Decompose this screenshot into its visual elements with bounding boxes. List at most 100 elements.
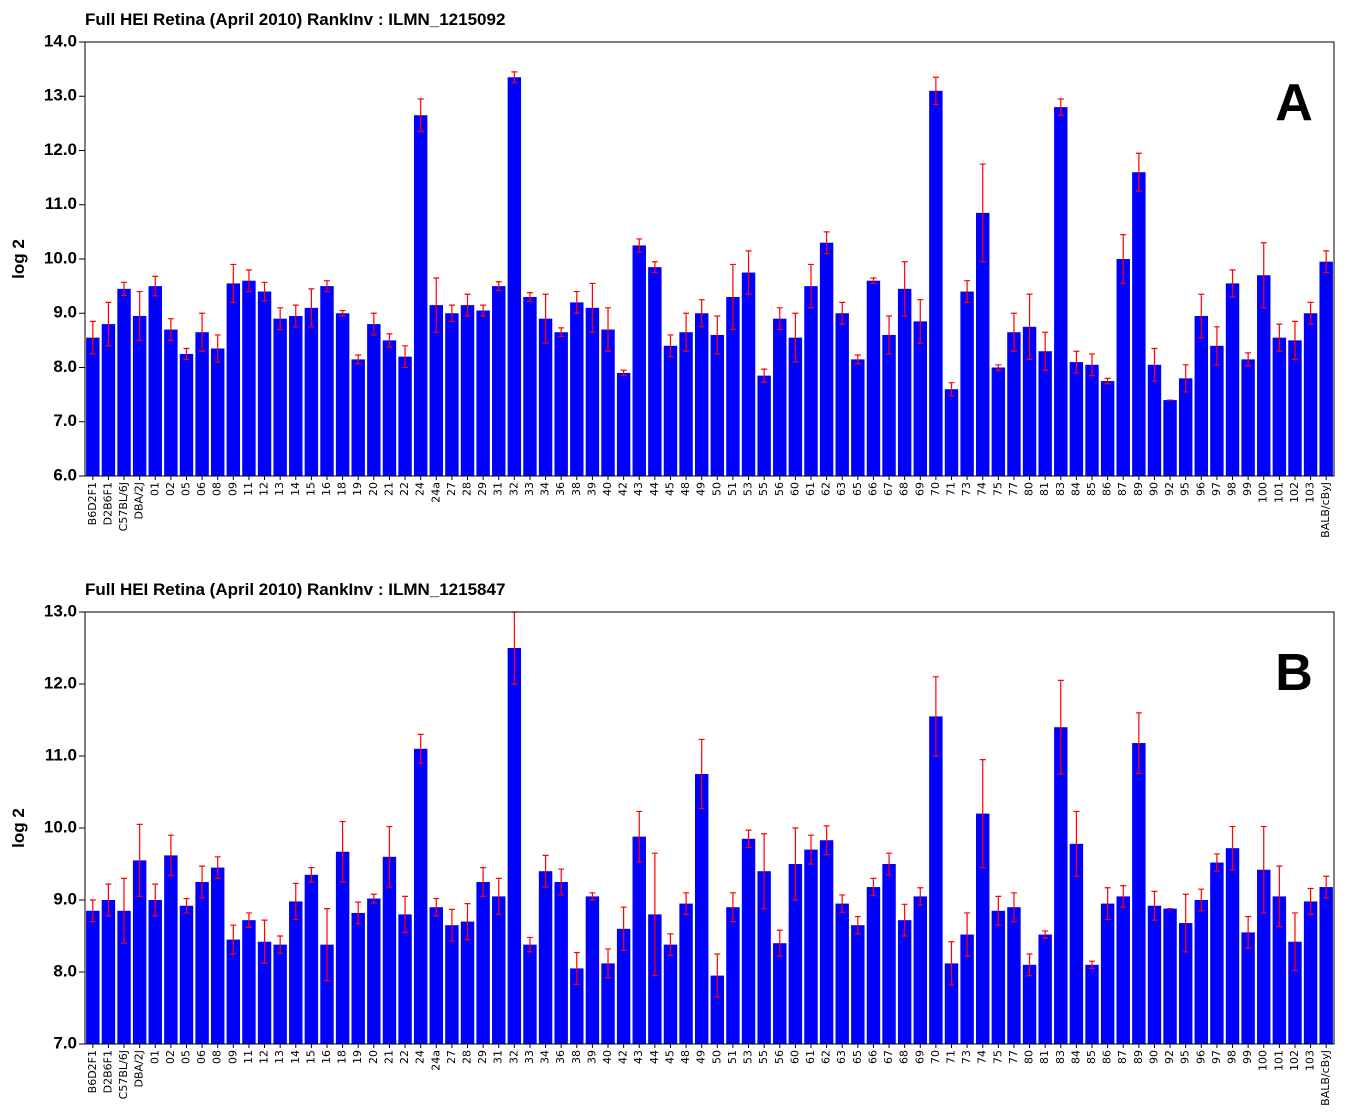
bar: [819, 840, 834, 1044]
bar: [554, 882, 568, 1044]
bar: [413, 115, 428, 477]
x-tick-label: 48: [679, 482, 692, 496]
x-tick-label: 69: [913, 482, 926, 496]
x-tick-label: 75: [991, 1050, 1004, 1064]
x-tick-label: 67: [882, 1050, 895, 1064]
bar: [1022, 964, 1037, 1044]
bar: [1178, 923, 1193, 1044]
bar: [757, 375, 771, 476]
x-tick-label: 29: [476, 482, 489, 496]
x-tick-label: 24: [414, 1050, 427, 1064]
error-bar: [698, 738, 705, 810]
bar: [866, 887, 881, 1044]
bar: [523, 944, 537, 1044]
y-tick-label: 8.0: [53, 961, 77, 980]
bar: [195, 882, 209, 1044]
error-bar: [323, 908, 330, 982]
x-tick-label: 15: [304, 1050, 317, 1064]
x-tick-label: 85: [1085, 1050, 1098, 1064]
x-tick-label: 43: [632, 482, 645, 496]
x-tick-label: 55: [757, 482, 770, 496]
bar: [632, 836, 646, 1044]
x-tick-label: 83: [1054, 482, 1067, 496]
bar: [679, 332, 693, 476]
bar: [991, 367, 1006, 476]
error-bar: [495, 281, 502, 292]
bar: [148, 900, 162, 1044]
x-tick-label: 62: [820, 1050, 833, 1064]
bar: [757, 871, 771, 1044]
x-tick-label: 02: [164, 1050, 177, 1064]
x-tick-label: 77: [1007, 482, 1020, 496]
error-bar: [573, 290, 580, 314]
bar: [1038, 351, 1052, 476]
error-bar: [667, 334, 674, 358]
error-bar: [1260, 242, 1267, 309]
error-bar: [745, 250, 752, 295]
x-tick-label: 13: [273, 482, 286, 496]
x-tick-label: 43: [632, 1050, 645, 1064]
bar: [882, 864, 896, 1044]
bar: [1303, 901, 1318, 1044]
bar: [367, 898, 381, 1044]
bar: [1085, 964, 1099, 1044]
x-tick-label: DBA/2J: [133, 1050, 146, 1088]
bar: [913, 896, 927, 1044]
x-tick-label: 19: [351, 1050, 364, 1064]
x-tick-label: 39: [585, 482, 598, 496]
x-tick-label: C57BL/6J: [117, 1050, 130, 1099]
error-bar: [1182, 893, 1189, 953]
error-bar: [355, 901, 362, 925]
error-bar: [1276, 323, 1283, 352]
x-tick-label: 12: [258, 482, 271, 496]
error-bar: [1010, 892, 1017, 923]
error-bar: [573, 951, 580, 985]
x-tick-label: 28: [461, 1050, 474, 1064]
bar: [164, 855, 178, 1044]
error-bar: [1213, 326, 1220, 366]
x-tick-label: 42: [617, 1050, 630, 1064]
x-tick-label: 56: [773, 1050, 786, 1064]
x-tick-label: BALB/cByJ: [1319, 482, 1332, 538]
error-bar: [245, 912, 252, 928]
bar: [507, 648, 522, 1044]
x-tick-label: 98: [1226, 1050, 1239, 1064]
chart-title: Full HEI Retina (April 2010) RankInv : I…: [85, 10, 505, 29]
bar: [819, 242, 834, 476]
error-bar: [214, 334, 221, 363]
bar: [585, 896, 600, 1044]
x-tick-label: 42: [617, 482, 630, 496]
x-tick-label: 74: [976, 482, 989, 496]
error-bar: [854, 915, 861, 935]
bar: [1007, 907, 1021, 1044]
bar: [460, 305, 475, 476]
bar: [445, 313, 459, 476]
error-bar: [136, 290, 143, 341]
x-tick-label: 21: [382, 1050, 395, 1064]
bar: [1210, 862, 1224, 1044]
x-tick-label: 44: [648, 482, 661, 496]
bar: [304, 307, 319, 476]
error-bar: [1042, 930, 1049, 939]
bar: [913, 321, 927, 476]
x-tick-label: 87: [1116, 1050, 1129, 1064]
bar: [242, 920, 256, 1044]
x-tick-label: 101: [1272, 482, 1285, 503]
error-bar: [667, 933, 674, 957]
x-tick-label: 74: [976, 1050, 989, 1064]
bar: [1069, 362, 1084, 476]
bar: [1210, 345, 1224, 476]
error-bar: [105, 883, 112, 917]
x-tick-label: 63: [835, 482, 848, 496]
panel: Full HEI Retina (April 2010) RankInv : I…: [9, 580, 1335, 1106]
error-bar: [152, 275, 159, 297]
plot-frame: [84, 41, 1335, 477]
error-bar: [1089, 353, 1096, 377]
x-tick-label: 09: [226, 482, 239, 496]
bar: [554, 332, 568, 476]
bar: [710, 334, 725, 476]
x-tick-label: 06: [195, 1050, 208, 1064]
error-bar: [511, 71, 518, 84]
panel: Full HEI Retina (April 2010) RankInv : I…: [9, 10, 1335, 538]
x-tick-label: 68: [898, 1050, 911, 1064]
